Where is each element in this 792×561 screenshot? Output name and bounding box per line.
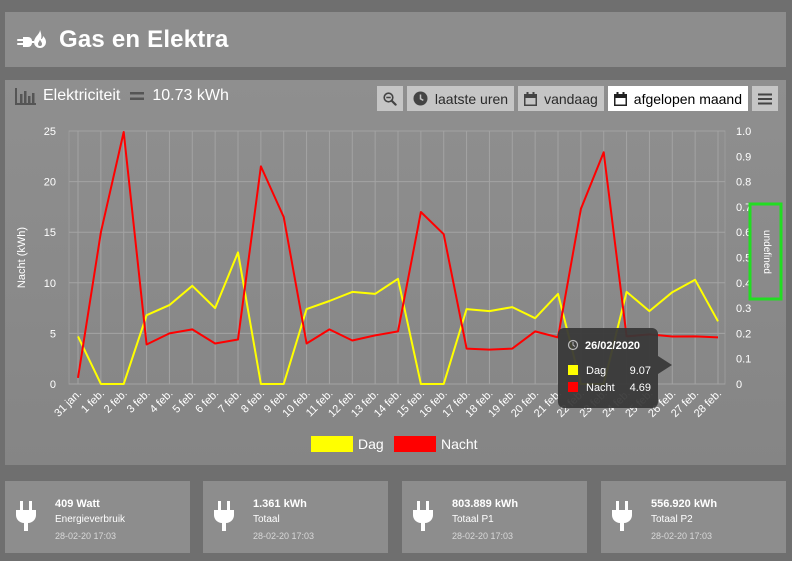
y-tick-label: 0 [50,379,56,391]
electricity-chart: 0 5 10 15 20 25 0 0.1 0.2 0.3 0.4 0.5 0.6 0.7 0.8 0.9 1.… [16,126,783,452]
chart-menu-button[interactable] [752,86,778,111]
card-timestamp: 28-02-20 17:03 [253,531,315,541]
x-tick-label: 31 jan. [52,388,84,420]
zoom-out-icon [383,91,397,106]
tooltip-series-value: 4.69 [630,382,651,394]
plug-icon [16,501,36,531]
y2-tick-label: 0.6 [736,227,751,239]
tooltip-box [558,328,672,408]
hamburger-menu-icon [758,93,772,104]
panel-title: Elektriciteit [43,87,121,104]
plug-icon [214,501,234,531]
plug-icon [612,501,632,531]
clock-hands [572,342,576,347]
card-label: Totaal P2 [651,514,693,525]
tooltip-series-name: Dag [586,365,606,377]
plug-icon [413,501,433,531]
calendar-icon [524,91,538,106]
y2-tick-label: 0.2 [736,328,751,340]
y2-tick-label: 0.1 [736,354,751,366]
plug-flame-icon [17,29,46,48]
chart-toolbar: laatste uren vandaag afgelopen maand [376,86,778,111]
card-value: 803.889 kWh [452,498,519,510]
card-value: 556.920 kWh [651,498,718,510]
card-total-p1[interactable]: 803.889 kWh Totaal P1 28-02-20 17:03 [402,481,587,553]
y2-tick-label: 0.8 [736,177,751,189]
card-value: 409 Watt [55,498,100,510]
last-month-button[interactable]: afgelopen maand [607,86,748,111]
panel-total: 10.73 kWh [152,87,229,104]
y2-tick-label: 0.7 [736,202,751,214]
clock-icon [567,339,579,351]
y-tick-label: 5 [50,328,56,340]
electricity-panel: 0 5 10 15 20 25 0 0.1 0.2 0.3 0.4 0.5 0.6 0.7 0.8 0.9 1.… [5,80,786,465]
tooltip-swatch [568,382,578,392]
y2-tick-label: 0.4 [736,278,751,290]
calendar-icon [613,91,627,106]
card-value: 1.361 kWh [253,498,307,510]
card-label: Energieverbruik [55,514,126,525]
page-title: Gas en Elektra [59,25,229,53]
card-timestamp: 28-02-20 17:03 [452,531,514,541]
x-tick-label: 7 feb. [216,388,244,416]
legend-label: Dag [358,436,384,452]
y2-tick-label: 0.9 [736,151,751,163]
bar-chart-icon [15,88,36,105]
clock-icon [413,91,428,106]
y-tick-label: 10 [44,278,56,290]
series-line-nacht [77,131,719,379]
y-tick-label: 15 [44,227,56,239]
tooltip-series-value: 9.07 [630,365,651,377]
y2-tick-label: 0.3 [736,303,751,315]
y2-axis-highlight [748,202,783,301]
y-axis-title: Nacht (kWh) [16,227,28,288]
equals-icon [130,92,145,100]
x-tick-label: 5 feb. [170,388,198,416]
legend-label: Nacht [441,436,478,452]
card-label: Totaal P1 [452,514,494,525]
last-month-label: afgelopen maand [633,90,742,107]
today-label: vandaag [544,90,598,107]
zoom-out-button[interactable] [376,86,403,111]
x-tick-label: 4 feb. [148,388,176,416]
x-tick-label: 3 feb. [125,388,153,416]
y2-axis-title: undefined [761,230,772,274]
legend-swatch [311,436,353,452]
card-total-p2[interactable]: 556.920 kWh Totaal P2 28-02-20 17:03 [601,481,786,553]
last-hours-label: laatste uren [434,90,509,107]
y2-tick-label: 0 [736,379,742,391]
header-bar: Gas en Elektra [5,12,786,67]
summary-cards: 409 Watt Energieverbruik 28-02-20 17:03 … [5,481,786,553]
x-tick-label: 1 feb. [79,388,107,416]
chart-tooltip: 26/02/2020 Dag 9.07 Nacht 4.69 [558,328,672,408]
card-timestamp: 28-02-20 17:03 [55,531,117,541]
x-tick-label: 6 feb. [193,388,221,416]
panel-header: Elektriciteit 10.73 kWh [15,87,229,105]
tooltip-swatch [568,365,578,375]
y2-tick-label: 0.5 [736,253,751,265]
card-label: Totaal [253,514,280,525]
legend-swatch [394,436,436,452]
tooltip-series-name: Nacht [586,382,615,394]
card-total[interactable]: 1.361 kWh Totaal 28-02-20 17:03 [203,481,388,553]
today-button[interactable]: vandaag [518,86,604,111]
last-hours-button[interactable]: laatste uren [406,86,515,111]
y-tick-label: 25 [44,126,56,138]
y-tick-label: 20 [44,177,56,189]
card-timestamp: 28-02-20 17:03 [651,531,713,541]
x-tick-label: 8 feb. [239,388,267,416]
tooltip-date: 26/02/2020 [585,340,640,352]
x-tick-label: 2 feb. [102,388,130,416]
y2-tick-label: 1.0 [736,126,751,138]
card-energy-usage[interactable]: 409 Watt Energieverbruik 28-02-20 17:03 [5,481,190,553]
